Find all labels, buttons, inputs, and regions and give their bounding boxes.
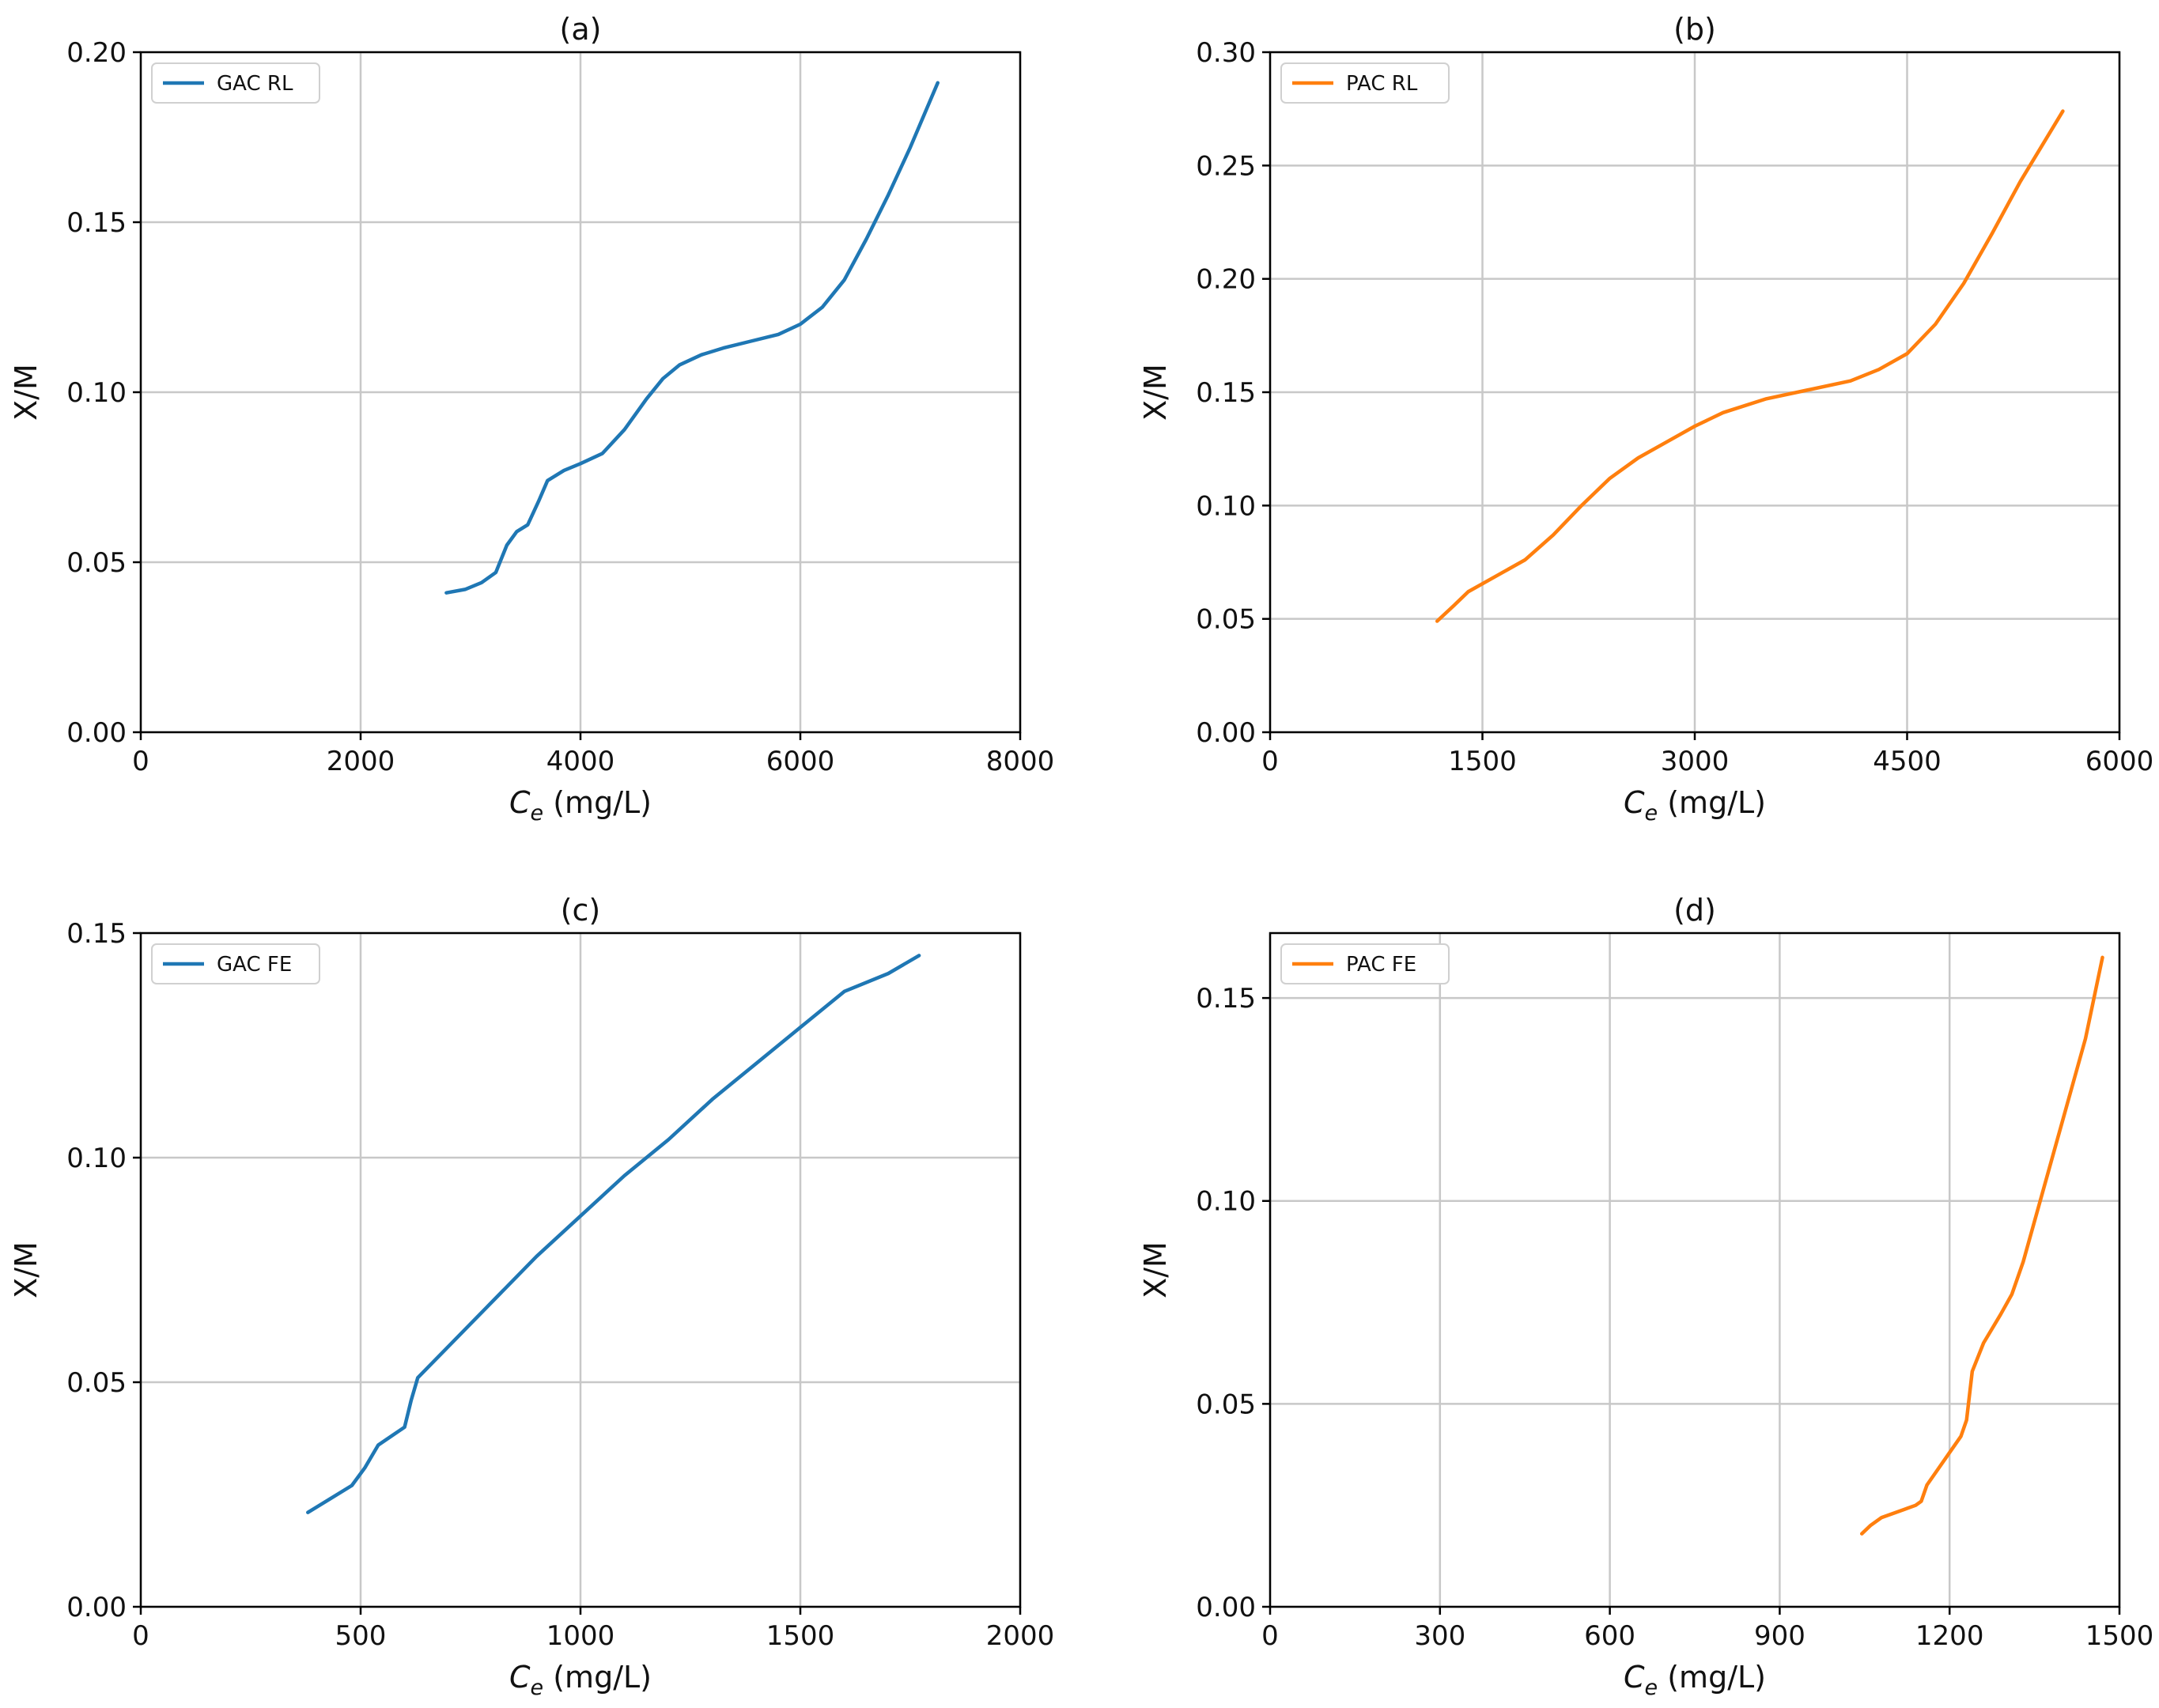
legend: GAC FE (151, 943, 320, 984)
x-axis-label-symbol: C (509, 785, 531, 820)
y-tick-label: 0.00 (1196, 717, 1256, 749)
x-axis-label-subscript: e (1645, 1676, 1658, 1700)
y-tick-label: 0.15 (66, 207, 127, 239)
x-tick-label: 900 (1754, 1620, 1805, 1652)
x-tick-label: 500 (335, 1620, 387, 1652)
x-axis-label-subscript: e (531, 1676, 544, 1700)
panel-title: (d) (1673, 893, 1716, 928)
y-tick-label: 0.25 (1196, 150, 1256, 182)
x-axis-label: Ce (mg/L) (1624, 1660, 1766, 1700)
y-tick-label: 0.05 (1196, 1389, 1256, 1420)
x-axis-label-subscript: e (531, 801, 544, 826)
x-tick-label: 3000 (1661, 746, 1730, 777)
x-tick-label: 1500 (1448, 746, 1517, 777)
x-axis-label: Ce (mg/L) (1624, 785, 1766, 826)
panel-title: (b) (1673, 12, 1716, 47)
y-tick-label: 0.10 (1196, 1186, 1256, 1218)
x-tick-label: 4000 (546, 746, 615, 777)
y-tick-label: 0.20 (1196, 264, 1256, 296)
series-line (444, 81, 940, 595)
x-axis-label-unit: (mg/L) (543, 785, 652, 820)
y-axis-label: X/M (1138, 364, 1173, 421)
x-tick-label: 2000 (986, 1620, 1055, 1652)
legend-label: PAC RL (1346, 72, 1418, 96)
x-axis-label-symbol: C (1624, 1660, 1645, 1695)
y-tick-label: 0.00 (66, 717, 127, 749)
x-tick-label: 8000 (986, 746, 1055, 777)
x-tick-label: 1500 (766, 1620, 835, 1652)
x-tick-label: 1000 (546, 1620, 615, 1652)
x-tick-label: 600 (1584, 1620, 1635, 1652)
x-tick-label: 1200 (1915, 1620, 1984, 1652)
series-line (306, 954, 921, 1514)
x-axis-label-unit: (mg/L) (1658, 785, 1766, 820)
x-tick-label: 0 (1261, 1620, 1279, 1652)
x-axis-label-symbol: C (1624, 785, 1645, 820)
x-axis-label-unit: (mg/L) (543, 1660, 652, 1695)
y-tick-label: 0.00 (66, 1592, 127, 1623)
panel-title: (a) (560, 12, 602, 47)
plot-frame (1269, 931, 2121, 1608)
y-axis-label: X/M (9, 364, 43, 421)
x-axis-label-unit: (mg/L) (1658, 1660, 1766, 1695)
y-tick-label: 0.10 (66, 1143, 127, 1174)
y-tick-label: 0.15 (1196, 377, 1256, 409)
x-tick-label: 0 (132, 1620, 149, 1652)
y-tick-label: 0.05 (1196, 604, 1256, 636)
y-tick-label: 0.30 (1196, 37, 1256, 69)
x-axis-label-symbol: C (509, 1660, 531, 1695)
legend-label: PAC FE (1346, 953, 1416, 977)
y-tick-label: 0.05 (66, 1367, 127, 1399)
panel-a: 0 2000 4000 6000 8000 0.00 0.05 0.10 0.15 0.20 (a)… (9, 12, 1054, 826)
panel-title: (c) (561, 893, 601, 928)
series-line (1435, 109, 2065, 623)
legend-box (1280, 62, 1450, 104)
legend-label: GAC FE (217, 953, 292, 977)
panel-d: 0 300 600 900 1200 1500 0.00 0.05 0.10 0.15 (d) Ce … (1138, 893, 2153, 1700)
legend: PAC FE (1280, 943, 1450, 984)
panel-b: 0 1500 3000 4500 6000 0.00 0.05 0.10 0.15 0.20 0.2… (1138, 12, 2153, 826)
x-tick-label: 1500 (2085, 1620, 2154, 1652)
y-tick-label: 0.10 (1196, 490, 1256, 522)
x-tick-label: 6000 (2085, 746, 2154, 777)
legend-label: GAC RL (217, 72, 293, 96)
x-tick-label: 0 (132, 746, 149, 777)
x-axis-label: Ce (mg/L) (509, 1660, 652, 1700)
legend-box (1280, 943, 1450, 984)
y-axis-label: X/M (1138, 1241, 1173, 1298)
x-tick-label: 6000 (766, 746, 835, 777)
legend-box (151, 62, 320, 104)
panel-c: 0 500 1000 1500 2000 0.00 0.05 0.10 0.15 (c) Ce (m… (9, 893, 1054, 1700)
legend: PAC RL (1280, 62, 1450, 104)
y-tick-label: 0.15 (1196, 983, 1256, 1015)
series-line (1859, 955, 2104, 1536)
x-axis-label-subscript: e (1645, 801, 1658, 826)
x-tick-label: 0 (1261, 746, 1279, 777)
y-tick-label: 0.00 (1196, 1592, 1256, 1623)
x-tick-label: 300 (1414, 1620, 1465, 1652)
y-tick-label: 0.15 (66, 918, 127, 950)
y-axis-label: X/M (9, 1241, 43, 1298)
x-tick-label: 4500 (1873, 746, 1942, 777)
x-tick-label: 2000 (327, 746, 395, 777)
legend-box (151, 943, 320, 984)
x-axis-label: Ce (mg/L) (509, 785, 652, 826)
y-tick-label: 0.20 (66, 37, 127, 69)
y-tick-label: 0.10 (66, 377, 127, 409)
y-tick-label: 0.05 (66, 547, 127, 579)
legend: GAC RL (151, 62, 320, 104)
